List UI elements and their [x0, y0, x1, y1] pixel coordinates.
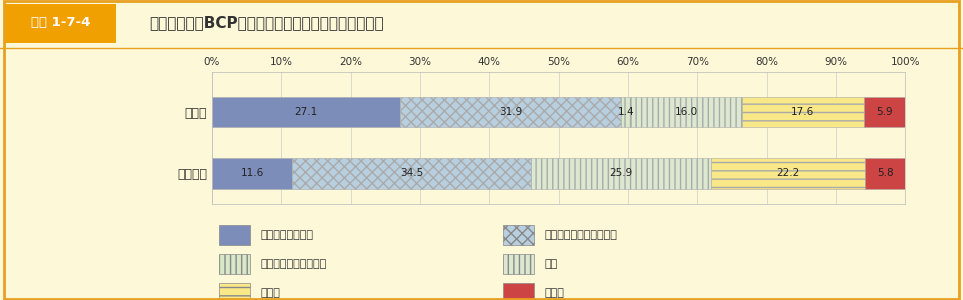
FancyBboxPatch shape	[5, 4, 116, 43]
Text: その他: その他	[260, 288, 280, 298]
Text: 不明: 不明	[545, 259, 558, 269]
Polygon shape	[116, 4, 140, 43]
Bar	[631, 97, 742, 127]
Bar	[621, 97, 631, 127]
Bar	[212, 158, 293, 189]
Bar	[212, 97, 400, 127]
Text: 図表 1-7-4: 図表 1-7-4	[31, 16, 90, 29]
Text: 自然災害時にBCPが役に立ったかについての回答状況: 自然災害時にBCPが役に立ったかについての回答状況	[149, 15, 384, 30]
FancyBboxPatch shape	[219, 225, 250, 245]
Bar	[293, 158, 532, 189]
Text: 31.9: 31.9	[499, 107, 522, 117]
Bar	[742, 97, 864, 127]
Text: 34.5: 34.5	[401, 168, 424, 178]
Text: 1.4: 1.4	[617, 107, 634, 117]
Text: 全く役に立たなかった: 全く役に立たなかった	[260, 259, 326, 269]
Text: 22.2: 22.2	[776, 168, 799, 178]
Bar	[711, 158, 865, 189]
FancyBboxPatch shape	[503, 254, 534, 274]
FancyBboxPatch shape	[219, 283, 250, 300]
Text: 5.9: 5.9	[875, 107, 893, 117]
Text: 25.9: 25.9	[610, 168, 633, 178]
Text: とても役に立った: とても役に立った	[260, 230, 313, 240]
Text: 少しは役に立ったと思う: 少しは役に立ったと思う	[545, 230, 617, 240]
Bar	[864, 97, 904, 127]
Text: 16.0: 16.0	[674, 107, 697, 117]
Text: 5.8: 5.8	[876, 168, 894, 178]
FancyBboxPatch shape	[219, 254, 250, 274]
Bar	[532, 158, 711, 189]
Text: 無回答: 無回答	[545, 288, 564, 298]
FancyBboxPatch shape	[503, 283, 534, 300]
Text: 27.1: 27.1	[294, 107, 318, 117]
Bar	[865, 158, 905, 189]
FancyBboxPatch shape	[503, 225, 534, 245]
Bar	[400, 97, 621, 127]
Text: 17.6: 17.6	[791, 107, 815, 117]
Text: 11.6: 11.6	[241, 168, 264, 178]
